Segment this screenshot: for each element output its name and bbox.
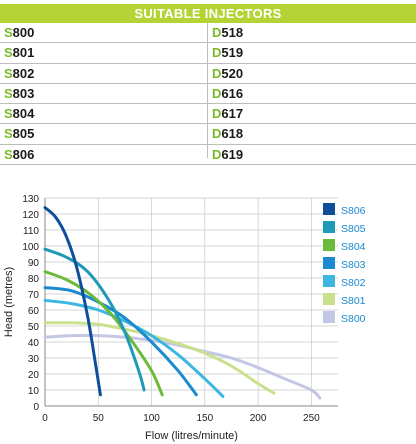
legend-label-s800: S800 <box>341 313 366 325</box>
table-row: S803 D616 <box>0 84 416 105</box>
y-tick-label: 130 <box>22 194 39 205</box>
y-tick-label: 120 <box>22 210 39 221</box>
pump-performance-chart: 0 10 20 30 40 50 60 70 80 90 100 110 120 130 0 50 100 150… <box>3 194 366 442</box>
injector-left: S802 <box>4 64 34 83</box>
y-tick-label: 60 <box>28 306 40 317</box>
injector-code: 519 <box>221 45 244 61</box>
injector-prefix: D <box>212 146 222 162</box>
series-line-s806 <box>43 206 102 397</box>
injector-right: D616 <box>212 84 243 103</box>
injector-code: 619 <box>221 146 244 162</box>
y-tick-label: 20 <box>28 370 40 381</box>
y-tick-label: 30 <box>28 354 40 365</box>
y-tick-label: 110 <box>23 226 39 237</box>
injector-left: S803 <box>4 84 34 103</box>
injector-prefix: D <box>212 25 222 40</box>
series-line-s803 <box>43 286 198 397</box>
injector-left: S800 <box>4 23 34 42</box>
injector-left: S804 <box>4 104 34 123</box>
injector-code: 805 <box>12 126 35 142</box>
table-rows: S800 D518 S801 D519 S802 D520 S803 D616 S804 D617… <box>0 23 416 166</box>
table-row: S800 D518 <box>0 23 416 44</box>
legend-label-s804: S804 <box>341 241 366 253</box>
injector-code: 803 <box>12 85 35 101</box>
x-axis-label: Flow (litres/minute) <box>145 430 238 442</box>
table-row: S801 D519 <box>0 43 416 64</box>
legend-swatch-s803 <box>323 257 335 269</box>
y-tick-label: 40 <box>28 338 40 349</box>
injector-prefix: S <box>4 45 13 61</box>
injector-prefix: S <box>4 85 13 101</box>
x-tick-label: 100 <box>143 413 160 424</box>
table-row: S804 D617 <box>0 104 416 125</box>
injector-right: D518 <box>212 23 243 42</box>
legend-swatch-s805 <box>323 221 335 233</box>
table-row: S805 D618 <box>0 124 416 145</box>
legend-label-s802: S802 <box>341 277 366 289</box>
injector-code: 616 <box>221 85 244 101</box>
y-tick-label: 50 <box>28 322 40 333</box>
injector-code: 518 <box>221 25 244 40</box>
injector-prefix: D <box>212 106 222 122</box>
legend-swatch-s800 <box>323 311 335 323</box>
injector-prefix: D <box>212 45 222 61</box>
injector-prefix: S <box>4 25 13 40</box>
injector-code: 618 <box>221 126 244 142</box>
injector-prefix: S <box>4 65 13 81</box>
injector-prefix: D <box>212 65 222 81</box>
table-header: SUITABLE INJECTORS <box>0 4 416 23</box>
injector-code: 801 <box>12 45 35 61</box>
injector-right: D618 <box>212 124 243 143</box>
y-axis-label: Head (metres) <box>3 267 15 337</box>
injector-right: D619 <box>212 145 243 164</box>
injector-right: D519 <box>212 43 243 62</box>
injector-code: 520 <box>221 65 244 81</box>
legend-swatch-s801 <box>323 293 335 305</box>
injector-code: 806 <box>12 146 35 162</box>
y-tick-label: 80 <box>28 274 40 285</box>
injector-left: S805 <box>4 124 34 143</box>
legend-label-s806: S806 <box>341 205 366 217</box>
table-column-divider <box>207 23 208 158</box>
injector-prefix: S <box>4 126 13 142</box>
injector-code: 800 <box>12 25 35 40</box>
y-tick-label: 10 <box>28 386 40 397</box>
series-line-s805 <box>43 247 146 392</box>
injector-code: 617 <box>221 106 244 122</box>
x-tick-label: 150 <box>196 413 213 424</box>
series-line-s801 <box>43 321 276 395</box>
legend-label-s803: S803 <box>341 259 366 271</box>
legend-label-s801: S801 <box>341 295 366 307</box>
legend-swatch-s802 <box>323 275 335 287</box>
injector-right: D520 <box>212 64 243 83</box>
injector-left: S801 <box>4 43 34 62</box>
table-row: S802 D520 <box>0 64 416 84</box>
x-tick-label: 200 <box>250 413 267 424</box>
y-tick-label: 0 <box>33 402 39 413</box>
y-tick-label: 100 <box>22 242 39 253</box>
legend-label-s805: S805 <box>341 223 366 235</box>
injector-prefix: S <box>4 106 13 122</box>
x-tick-label: 250 <box>303 413 320 424</box>
series-line-s804 <box>43 270 164 397</box>
legend-swatch-s806 <box>323 203 335 215</box>
y-tick-label: 70 <box>28 290 40 301</box>
injector-prefix: S <box>4 146 13 162</box>
injector-prefix: D <box>212 85 222 101</box>
y-tick-label: 90 <box>28 258 40 269</box>
injector-right: D617 <box>212 104 243 123</box>
injector-code: 802 <box>12 65 35 81</box>
x-tick-label: 0 <box>42 413 48 424</box>
injector-left: S806 <box>4 145 34 164</box>
table-row: S806 D619 <box>0 145 416 166</box>
injector-prefix: D <box>212 126 222 142</box>
injector-code: 804 <box>12 106 35 122</box>
x-tick-label: 50 <box>93 413 105 424</box>
legend-swatch-s804 <box>323 239 335 251</box>
